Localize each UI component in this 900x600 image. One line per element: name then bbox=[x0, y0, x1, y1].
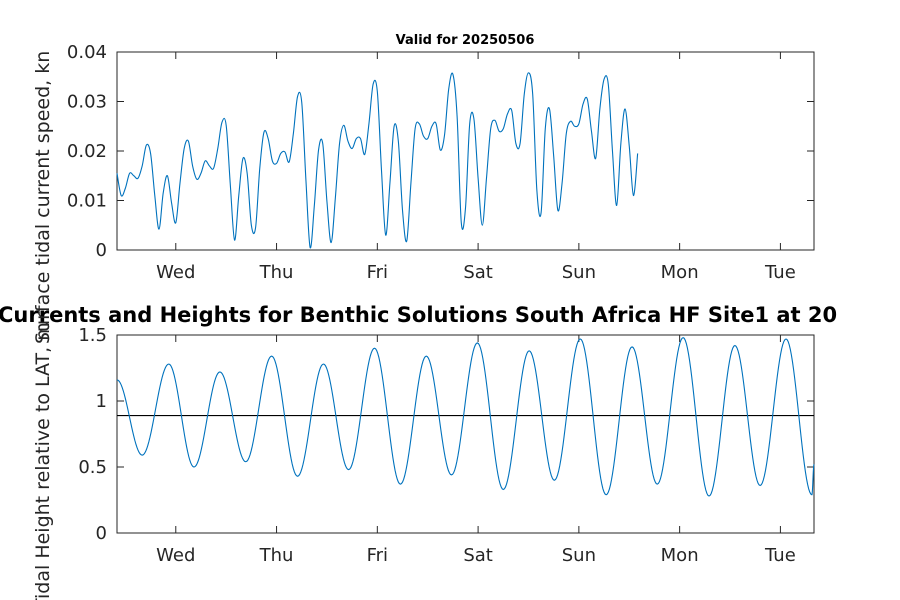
tidal-height-y-axis-label: Tidal Height relative to LAT, m bbox=[32, 322, 54, 600]
current-speed-x-tick-label: Mon bbox=[661, 262, 699, 283]
current-speed-axes-box bbox=[116, 51, 815, 251]
tidal-height-y-ticks: 0 0.5 1 1.5 bbox=[78, 325, 814, 544]
current-speed-x-tick-label: Sun bbox=[562, 262, 596, 283]
tidal-height-series-line bbox=[116, 336, 815, 497]
tidal-height-y-tick-label: 1.5 bbox=[78, 325, 107, 346]
tidal-height-x-tick-label: Thu bbox=[259, 545, 294, 566]
figure-title: Currents and Heights for Benthic Solutio… bbox=[0, 303, 837, 327]
current-speed-y-ticks: 0 0.01 0.02 0.03 0.04 bbox=[67, 42, 814, 261]
current-speed-x-tick-label: Thu bbox=[259, 262, 294, 283]
tidal-height-x-tick-label: Mon bbox=[661, 545, 699, 566]
current-speed-x-tick-label: Sat bbox=[463, 262, 493, 283]
current-speed-x-ticks: Wed Thu Fri Sat Sun Mon Tue bbox=[156, 52, 796, 283]
tidal-height-x-tick-label: Fri bbox=[367, 545, 388, 566]
tidal-height-chart: 0 0.5 1 1.5 Wed Thu Fri Sat Sun Mon Tue bbox=[78, 325, 815, 566]
tidal-height-x-ticks: Wed Thu Fri Sat Sun Mon Tue bbox=[156, 335, 796, 566]
current-speed-chart: 00.010.020.030.04 Wed Thu Fri Sat Sun Mon Tue … bbox=[67, 33, 815, 283]
current-speed-chart-title: Valid for 20250506 bbox=[396, 33, 535, 48]
tidal-height-x-tick-label: Sat bbox=[463, 545, 493, 566]
current-speed-x-tick-label: Wed bbox=[156, 262, 195, 283]
tidal-height-x-tick-label: Wed bbox=[156, 545, 195, 566]
tidal-height-y-tick-label: 0 bbox=[96, 523, 107, 544]
tidal-height-x-tick-label: Tue bbox=[764, 545, 796, 566]
current-speed-series-line bbox=[116, 72, 639, 249]
current-speed-y-tick-label: 0.04 bbox=[67, 42, 107, 63]
tidal-height-axes-box bbox=[116, 334, 815, 534]
tidal-height-y-tick-label: 1 bbox=[96, 391, 107, 412]
current-speed-y-tick-label: 0.01 bbox=[67, 191, 107, 212]
current-speed-y-tick-label: 0.02 bbox=[67, 141, 107, 162]
current-speed-x-tick-label: Fri bbox=[367, 262, 388, 283]
current-speed-y-tick-label: 0.03 bbox=[67, 92, 107, 113]
tidal-height-x-tick-label: Sun bbox=[562, 545, 596, 566]
current-speed-y-axis-label: Surface tidal current speed, kn bbox=[32, 51, 54, 344]
current-speed-y-tick-label: 0 bbox=[96, 240, 107, 261]
current-speed-x-tick-label: Tue bbox=[764, 262, 796, 283]
tidal-height-y-tick-label: 0.5 bbox=[78, 457, 107, 478]
